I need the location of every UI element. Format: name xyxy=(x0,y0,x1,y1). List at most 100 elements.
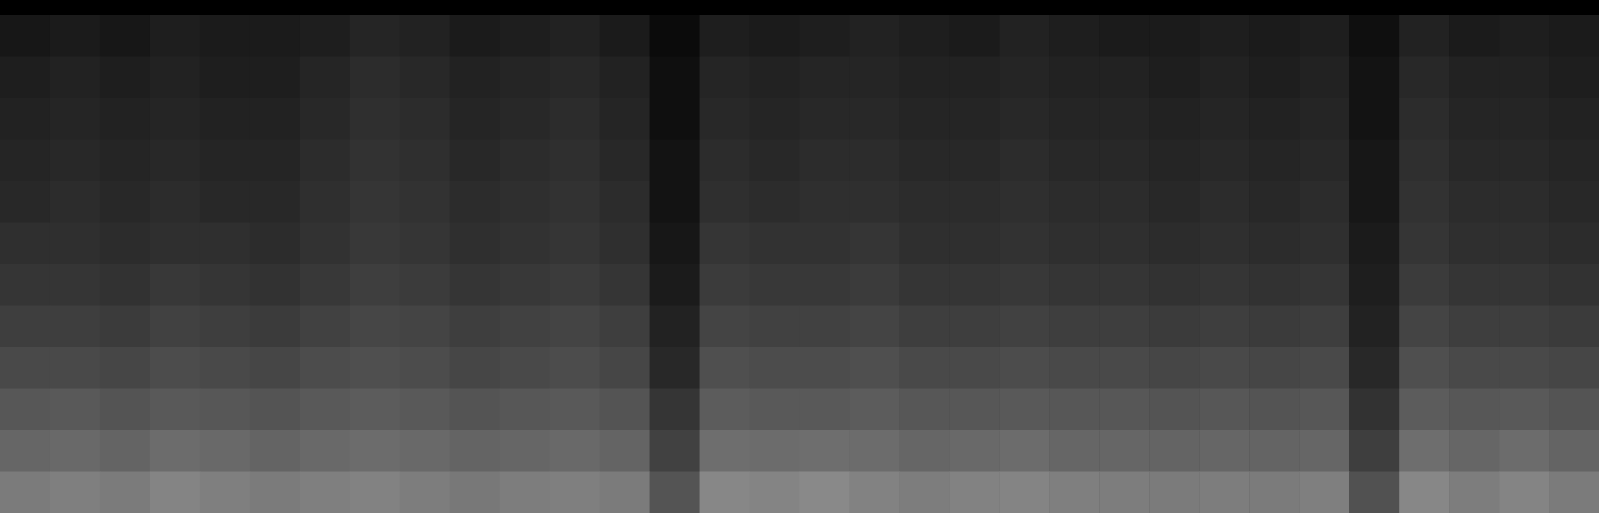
cell xyxy=(1049,15,1099,57)
cell xyxy=(650,57,700,99)
cell xyxy=(1099,57,1149,99)
cell xyxy=(849,140,899,182)
cell xyxy=(250,389,300,431)
cell xyxy=(600,472,650,513)
cell xyxy=(1099,430,1149,472)
cell xyxy=(550,264,600,306)
cell xyxy=(600,389,650,431)
cell xyxy=(350,264,400,306)
cell xyxy=(800,389,850,431)
cell xyxy=(1049,181,1099,223)
cell xyxy=(1199,181,1249,223)
cell xyxy=(50,140,100,182)
cell xyxy=(600,430,650,472)
cell xyxy=(949,181,999,223)
cell xyxy=(750,264,800,306)
cell xyxy=(750,389,800,431)
cell xyxy=(1549,57,1599,99)
cell xyxy=(500,430,550,472)
cell xyxy=(400,140,450,182)
cell xyxy=(700,306,750,348)
cell xyxy=(200,472,250,513)
cell xyxy=(1249,430,1299,472)
cell xyxy=(200,15,250,57)
cell xyxy=(1199,389,1249,431)
cell xyxy=(1199,57,1249,99)
cell xyxy=(150,223,200,265)
cell xyxy=(450,472,500,513)
cell xyxy=(100,140,150,182)
cell xyxy=(800,98,850,140)
cell xyxy=(600,306,650,348)
cell xyxy=(700,264,750,306)
cell xyxy=(300,181,350,223)
cell xyxy=(0,223,50,265)
cell xyxy=(700,430,750,472)
cell xyxy=(1349,389,1399,431)
cell xyxy=(400,347,450,389)
cell xyxy=(1149,389,1199,431)
cell xyxy=(550,15,600,57)
cell xyxy=(899,57,949,99)
cell xyxy=(0,347,50,389)
cell xyxy=(899,98,949,140)
cell xyxy=(200,223,250,265)
cell xyxy=(949,347,999,389)
cell xyxy=(1049,472,1099,513)
cell xyxy=(1399,181,1449,223)
cell xyxy=(1499,223,1549,265)
cell xyxy=(1499,140,1549,182)
cell xyxy=(550,389,600,431)
background xyxy=(0,0,1599,513)
cell xyxy=(1499,181,1549,223)
cell xyxy=(350,140,400,182)
cell xyxy=(1149,223,1199,265)
cell xyxy=(1199,347,1249,389)
cell xyxy=(1049,264,1099,306)
cell xyxy=(999,472,1049,513)
cell xyxy=(800,57,850,99)
cell xyxy=(949,389,999,431)
cell xyxy=(1549,140,1599,182)
cell xyxy=(1499,389,1549,431)
cell xyxy=(949,140,999,182)
spectrogram xyxy=(0,0,1599,513)
cell xyxy=(700,347,750,389)
cell xyxy=(999,347,1049,389)
cell xyxy=(849,15,899,57)
cell xyxy=(250,98,300,140)
cell xyxy=(1099,181,1149,223)
cell xyxy=(600,140,650,182)
cell xyxy=(300,347,350,389)
cell xyxy=(999,181,1049,223)
cell xyxy=(1449,15,1499,57)
cell xyxy=(200,140,250,182)
cell xyxy=(250,430,300,472)
cell xyxy=(250,223,300,265)
cell xyxy=(700,472,750,513)
cell xyxy=(500,347,550,389)
cell xyxy=(1249,264,1299,306)
cell xyxy=(949,430,999,472)
cell xyxy=(1099,389,1149,431)
cell xyxy=(0,264,50,306)
cell xyxy=(1499,15,1549,57)
cell xyxy=(949,264,999,306)
cell xyxy=(700,15,750,57)
cell xyxy=(899,389,949,431)
cell xyxy=(0,472,50,513)
cell xyxy=(1099,306,1149,348)
cell xyxy=(1199,472,1249,513)
cell xyxy=(100,264,150,306)
cell xyxy=(700,389,750,431)
cell xyxy=(400,264,450,306)
cell xyxy=(700,57,750,99)
cell xyxy=(1049,306,1099,348)
cell xyxy=(1249,306,1299,348)
cell xyxy=(849,472,899,513)
cell xyxy=(899,347,949,389)
cell xyxy=(350,223,400,265)
cell xyxy=(500,15,550,57)
cell xyxy=(1149,57,1199,99)
cell xyxy=(1349,472,1399,513)
